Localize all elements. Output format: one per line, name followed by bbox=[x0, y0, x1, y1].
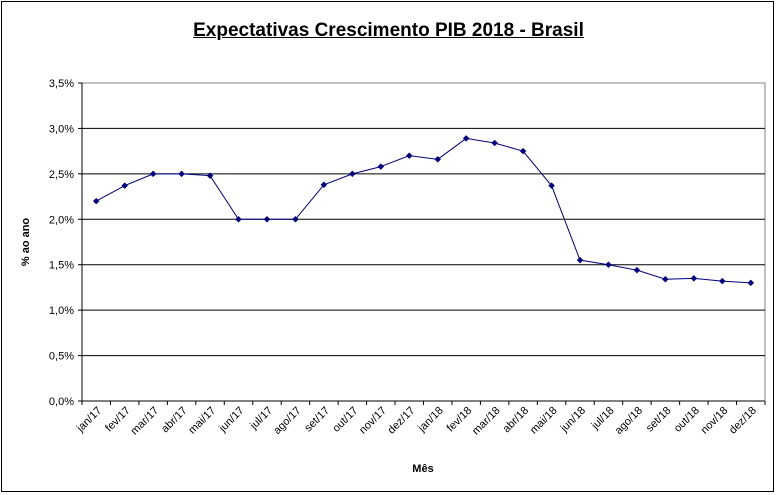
x-tick-label: set/18 bbox=[644, 405, 674, 435]
x-tick-label: jun/17 bbox=[216, 405, 246, 435]
data-point bbox=[718, 277, 726, 285]
data-point bbox=[662, 275, 669, 283]
data-point bbox=[605, 261, 612, 269]
data-point bbox=[235, 215, 242, 223]
y-tick-label: 1,0% bbox=[49, 305, 74, 317]
x-tick-label: out/18 bbox=[672, 405, 702, 435]
data-point bbox=[491, 139, 498, 147]
x-tick-label: mar/18 bbox=[470, 405, 503, 438]
x-tick-label: out/17 bbox=[330, 405, 360, 435]
y-tick-label: 2,5% bbox=[49, 169, 74, 181]
y-tick-label: 3,5% bbox=[49, 78, 74, 90]
data-point bbox=[320, 181, 328, 189]
data-point bbox=[633, 266, 641, 274]
data-point bbox=[349, 170, 356, 178]
x-tick-label: dez/18 bbox=[727, 405, 759, 437]
data-point bbox=[548, 182, 555, 190]
y-tick-label: 0,0% bbox=[49, 396, 74, 408]
chart-title: Expectativas Crescimento PIB 2018 - Bras… bbox=[193, 20, 584, 41]
data-point bbox=[405, 152, 413, 160]
x-tick-label: mar/17 bbox=[129, 405, 162, 438]
data-point bbox=[149, 170, 157, 178]
data-point bbox=[576, 256, 584, 264]
y-axis-title: % ao ano bbox=[20, 218, 32, 267]
x-tick-label: mai/17 bbox=[186, 405, 218, 437]
x-tick-label: abr/17 bbox=[159, 405, 190, 436]
x-tick-label: nov/17 bbox=[357, 405, 389, 437]
y-tick-label: 0,5% bbox=[49, 351, 74, 363]
x-tick-label: mai/18 bbox=[528, 405, 560, 437]
x-tick-label: nov/18 bbox=[699, 405, 731, 437]
x-tick-label: dez/17 bbox=[386, 405, 418, 437]
y-tick-label: 3,0% bbox=[49, 123, 74, 135]
x-tick-label: jan/17 bbox=[74, 405, 104, 435]
x-tick-label: jan/18 bbox=[415, 405, 445, 435]
x-tick-label: jun/18 bbox=[558, 405, 588, 435]
y-tick-label: 1,5% bbox=[49, 260, 74, 272]
x-tick-label: abr/18 bbox=[501, 405, 532, 436]
y-tick-label: 2,0% bbox=[49, 214, 74, 226]
data-point bbox=[263, 215, 271, 223]
plot-area bbox=[81, 82, 766, 402]
x-axis-title: Mês bbox=[412, 463, 433, 475]
gridlines bbox=[82, 127, 765, 357]
series-line bbox=[95, 137, 751, 284]
data-point bbox=[434, 155, 442, 163]
data-point bbox=[377, 163, 385, 170]
x-tick-label: set/17 bbox=[302, 405, 332, 435]
data-point bbox=[292, 215, 299, 223]
series-line-group bbox=[92, 135, 755, 287]
data-point bbox=[206, 172, 214, 180]
data-point bbox=[747, 279, 755, 287]
x-tick-label: ago/17 bbox=[271, 405, 303, 437]
data-point bbox=[92, 197, 100, 205]
data-point bbox=[178, 170, 185, 178]
x-tick-label: ago/18 bbox=[613, 405, 645, 437]
data-point bbox=[519, 147, 527, 155]
data-point bbox=[690, 274, 698, 282]
data-point bbox=[121, 182, 129, 190]
data-point bbox=[462, 135, 470, 142]
